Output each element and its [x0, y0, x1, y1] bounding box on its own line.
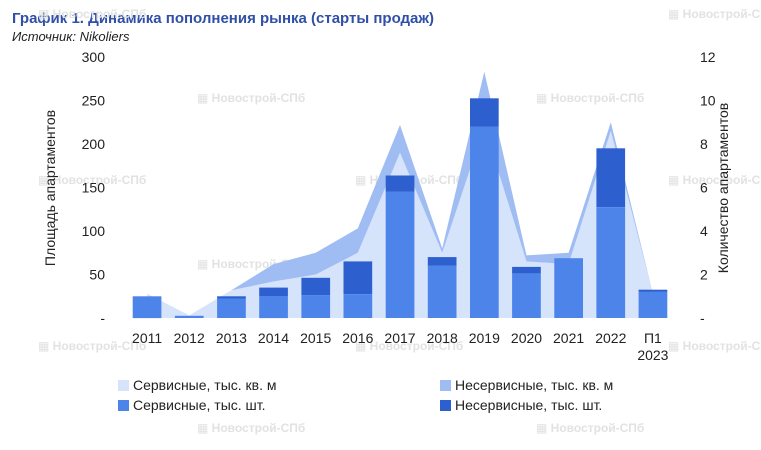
bar-series-1-4: [301, 295, 331, 318]
bar-series-1-2: [217, 298, 246, 318]
watermark-text: ▦ Новострой-СПб: [38, 339, 146, 353]
bar-series-2-6: [385, 175, 415, 192]
bar-series-1-7: [427, 265, 457, 318]
legend-label: Сервисные, тыс. кв. м: [133, 377, 277, 393]
bar-series-2-2: [217, 296, 246, 299]
legend-label: Сервисные, тыс. шт.: [133, 397, 266, 413]
x-tick-label: П1: [644, 330, 662, 346]
bar-series-2-11: [596, 148, 626, 207]
watermark-text: ▦ Новострой-СПб: [668, 7, 761, 21]
y2-tick-label: 2: [700, 267, 708, 283]
bar-series-1-11: [596, 207, 626, 318]
chart-source: Источник: Nikoliers: [12, 29, 130, 44]
x-tick-label: 2018: [427, 330, 458, 346]
legend-swatch: [440, 400, 451, 411]
y2-axis-title: Количество апартаментов: [715, 103, 731, 273]
watermark-text: ▦ Новострой-СПб: [197, 91, 305, 105]
bar-series-1-8: [470, 126, 499, 318]
x-tick-label: 2016: [342, 330, 373, 346]
y2-tick-label: 4: [700, 223, 708, 239]
bar-series-1-5: [343, 294, 373, 318]
watermark-text: ▦ Новострой-СПб: [197, 421, 305, 435]
x-tick-label: 2011: [132, 330, 162, 346]
watermark-text: ▦ Новострой-СПб: [355, 339, 463, 353]
legend-swatch: [118, 400, 129, 411]
legend-swatch: [118, 380, 129, 391]
bar-series-2-4: [301, 277, 331, 296]
bar-series-1-6: [385, 191, 415, 318]
y-tick-label: -: [100, 310, 105, 326]
bar-series-layer: [132, 98, 668, 319]
y2-tick-label: -: [700, 310, 705, 326]
bar-series-2-7: [427, 257, 457, 266]
y-tick-label: 300: [82, 49, 106, 65]
watermark-text: ▦ Новострой-СПб: [38, 7, 146, 21]
x-tick-label: 2019: [469, 330, 500, 346]
x-tick-label: 2020: [511, 330, 542, 346]
x-tick-label: 2021: [553, 330, 584, 346]
x-tick-label: 2015: [300, 330, 331, 346]
bar-series-2-9: [512, 266, 541, 274]
bar-series-1-9: [512, 273, 541, 318]
bar-series-1-0: [132, 296, 162, 319]
legend-label: Несервисные, тыс. кв. м: [455, 377, 613, 393]
y2-tick-label: 8: [700, 136, 708, 152]
bar-series-2-8: [470, 98, 499, 127]
x-tick-label: 2013: [216, 330, 247, 346]
y2-tick-label: 12: [700, 49, 716, 65]
legend-label: Несервисные, тыс. шт.: [455, 397, 602, 413]
watermark-text: ▦ Новострой-СПб: [38, 173, 146, 187]
watermark-text: ▦ Новострой-СПб: [668, 173, 761, 187]
y2-tick-label: 6: [700, 180, 708, 196]
watermark-text: ▦ Новострой-СПб: [536, 91, 644, 105]
x-tick-label: 2012: [174, 330, 205, 346]
y-axis-title: Площадь апартаментов: [42, 110, 58, 266]
watermark-text: ▦ Новострой-СПб: [536, 421, 644, 435]
y-tick-label: 100: [82, 223, 106, 239]
bar-series-1-10: [554, 258, 583, 318]
legend: Сервисные, тыс. кв. м Несервисные, тыс. к…: [118, 377, 613, 413]
bar-series-2-3: [259, 287, 288, 297]
y-tick-label: 250: [82, 93, 106, 109]
watermark-text: ▦ Новострой-СПб: [668, 339, 761, 353]
x-tick-label: 2023: [637, 347, 668, 363]
bar-series-1-12: [638, 291, 668, 318]
bar-series-1-1: [174, 315, 204, 318]
y-tick-label: 50: [89, 267, 105, 283]
x-tick-label: 2014: [258, 330, 289, 346]
bar-series-2-5: [343, 261, 373, 294]
y2-tick-label: 10: [700, 93, 716, 109]
bar-series-2-12: [638, 289, 668, 292]
x-tick-label: 2017: [384, 330, 415, 346]
y-tick-label: 200: [82, 136, 106, 152]
axis-layer: - 50 100 150 200 250 300 - 2 4 6 8 10 12 2011 2012 2013 2…: [42, 49, 731, 363]
y-tick-label: 150: [82, 180, 106, 196]
bar-series-1-3: [259, 296, 288, 319]
x-tick-label: 2022: [595, 330, 626, 346]
chart-title: График 1. Динамика пополнения рынка (ста…: [12, 10, 435, 27]
legend-swatch: [440, 380, 451, 391]
